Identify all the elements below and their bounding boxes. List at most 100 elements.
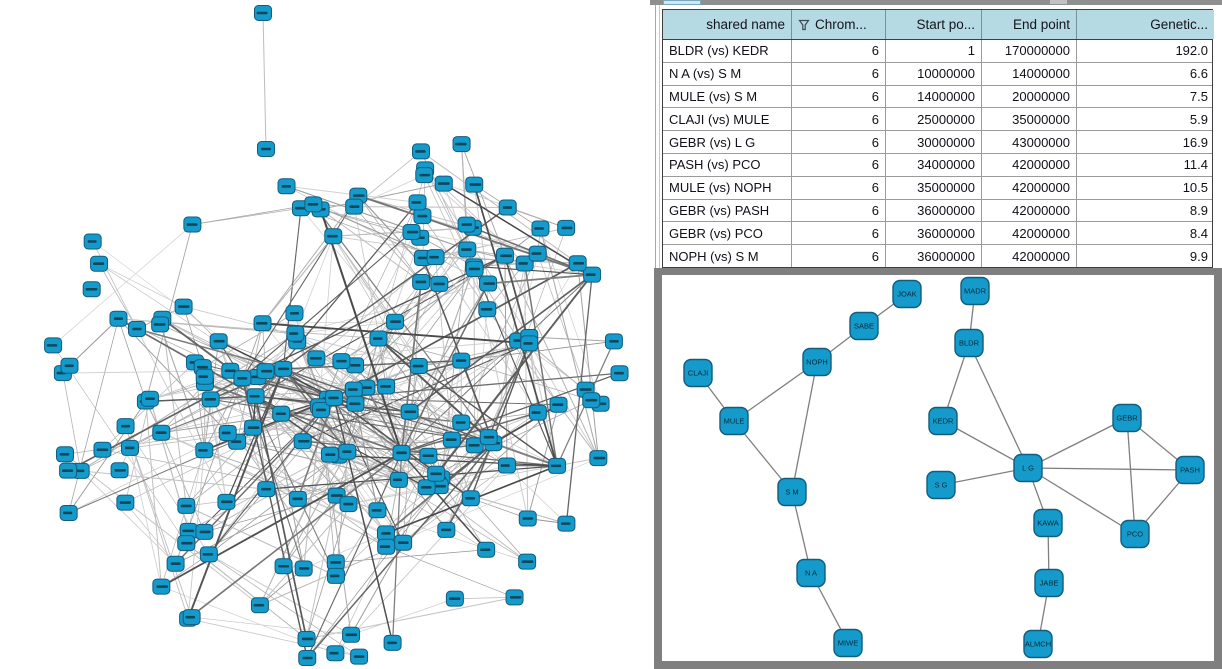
network-node[interactable] <box>342 626 361 643</box>
subnetwork-edge-BLDR-L G[interactable] <box>968 342 1029 469</box>
table-cell[interactable]: 35000000 <box>886 176 982 199</box>
network-node[interactable] <box>413 208 432 225</box>
node-shape[interactable] <box>1112 403 1142 433</box>
table-cell[interactable]: 36000000 <box>886 199 982 222</box>
network-node[interactable] <box>465 437 484 454</box>
table-cell[interactable]: PASH (vs) PCO <box>663 153 792 176</box>
node-shape[interactable] <box>1033 508 1063 538</box>
network-node[interactable] <box>427 465 446 482</box>
network-node[interactable] <box>246 388 265 405</box>
node-shape[interactable] <box>1120 519 1150 549</box>
node-jabe[interactable]: JABE <box>1034 568 1064 598</box>
network-node[interactable] <box>254 5 272 21</box>
network-node[interactable] <box>528 245 547 262</box>
subnetwork-edge-L G-PCO[interactable] <box>1027 467 1136 535</box>
network-node[interactable] <box>430 275 449 292</box>
node-shape[interactable] <box>719 406 749 436</box>
network-node[interactable] <box>386 313 405 330</box>
subnetwork-edge-NOPH-S M[interactable] <box>791 361 818 493</box>
network-node[interactable] <box>285 305 304 322</box>
network-node[interactable] <box>59 462 78 479</box>
network-node[interactable] <box>209 333 228 350</box>
table-row[interactable]: CLAJI (vs) MULE 6 25000000 35000000 5.9 <box>663 108 1212 132</box>
column-header-start-po-[interactable]: Start po... <box>886 10 982 39</box>
table-cell[interactable]: GEBR (vs) L G <box>663 131 792 153</box>
network-node[interactable] <box>44 337 63 354</box>
network-node[interactable] <box>412 273 431 290</box>
network-node[interactable] <box>346 395 365 412</box>
node-madr[interactable]: MADR <box>960 276 990 306</box>
node-almch[interactable]: ALMCH <box>1023 629 1053 659</box>
table-cell[interactable]: 6 <box>792 199 886 222</box>
network-node[interactable] <box>368 502 387 519</box>
table-row[interactable]: GEBR (vs) PASH 6 36000000 42000000 8.9 <box>663 199 1212 223</box>
network-node[interactable] <box>452 352 471 369</box>
network-node[interactable] <box>505 589 524 606</box>
network-node[interactable] <box>417 479 436 496</box>
table-cell[interactable]: 34000000 <box>886 153 982 176</box>
network-node[interactable] <box>288 490 307 507</box>
network-node[interactable] <box>272 405 291 422</box>
network-node[interactable] <box>461 490 480 507</box>
network-node[interactable] <box>326 554 345 571</box>
network-node[interactable] <box>528 404 547 421</box>
network-node[interactable] <box>458 241 477 258</box>
network-node[interactable] <box>589 450 608 467</box>
node-shape[interactable] <box>928 406 958 436</box>
network-node[interactable] <box>389 471 408 488</box>
node-sabe[interactable]: SABE <box>849 311 879 341</box>
node-claji[interactable]: CLAJI <box>683 358 713 388</box>
table-cell[interactable]: 36000000 <box>886 222 982 245</box>
network-node[interactable] <box>110 462 129 479</box>
network-node[interactable] <box>177 497 196 514</box>
table-cell[interactable]: 14000000 <box>886 85 982 108</box>
table-row[interactable]: N A (vs) S M 6 10000000 14000000 6.6 <box>663 62 1212 86</box>
node-shape[interactable] <box>802 347 832 377</box>
table-cell[interactable]: 30000000 <box>886 131 982 153</box>
table-cell[interactable]: 6 <box>792 40 886 62</box>
table-cell[interactable]: 43000000 <box>982 131 1077 153</box>
network-node[interactable] <box>369 330 388 347</box>
node-pash[interactable]: PASH <box>1175 455 1205 485</box>
network-node[interactable] <box>465 176 484 193</box>
table-cell[interactable]: 9.9 <box>1189 248 1208 264</box>
network-node[interactable] <box>298 650 317 666</box>
network-node[interactable] <box>392 444 411 461</box>
node-kedr[interactable]: KEDR <box>928 406 958 436</box>
table-cell[interactable]: 42000000 <box>982 245 1077 267</box>
network-node[interactable] <box>326 567 345 584</box>
table-row[interactable]: GEBR (vs) L G 6 30000000 43000000 16.9 <box>663 131 1212 154</box>
network-node[interactable] <box>409 358 428 375</box>
network-node[interactable] <box>140 390 159 407</box>
subnetwork-canvas[interactable]: JOAK MADR SABE BLDR NOPH CLAJI MULE KEDR GEBR L G… <box>662 275 1214 661</box>
network-node[interactable] <box>195 368 214 385</box>
network-node[interactable] <box>253 315 272 332</box>
network-node[interactable] <box>174 298 193 315</box>
network-node[interactable] <box>274 360 293 377</box>
table-cell[interactable]: 6 <box>792 108 886 131</box>
node-joak[interactable]: JOAK <box>892 279 922 309</box>
network-node[interactable] <box>345 198 364 215</box>
node-s-g[interactable]: S G <box>926 470 956 500</box>
network-node[interactable] <box>257 141 275 157</box>
network-node[interactable] <box>478 301 497 318</box>
table-row[interactable]: MULE (vs) NOPH 6 35000000 42000000 10.5 <box>663 176 1212 200</box>
network-node[interactable] <box>557 219 576 236</box>
node-noph[interactable]: NOPH <box>802 347 832 377</box>
network-node[interactable] <box>515 255 534 272</box>
network-node[interactable] <box>116 494 135 511</box>
table-cell[interactable]: 7.5 <box>1189 88 1208 104</box>
column-header-genetic-[interactable]: Genetic... <box>1077 10 1214 39</box>
network-node[interactable] <box>166 555 185 572</box>
network-node[interactable] <box>477 541 496 558</box>
node-n-a[interactable]: N A <box>796 558 826 588</box>
table-cell[interactable]: 14000000 <box>982 62 1077 85</box>
network-node[interactable] <box>121 439 140 456</box>
network-node[interactable] <box>408 194 427 211</box>
network-node[interactable] <box>415 167 434 184</box>
table-cell[interactable]: MULE (vs) S M <box>663 85 792 108</box>
network-node[interactable] <box>195 523 214 540</box>
table-cell[interactable]: 10000000 <box>886 62 982 85</box>
table-cell[interactable]: 35000000 <box>982 108 1077 131</box>
network-node[interactable] <box>320 446 339 463</box>
